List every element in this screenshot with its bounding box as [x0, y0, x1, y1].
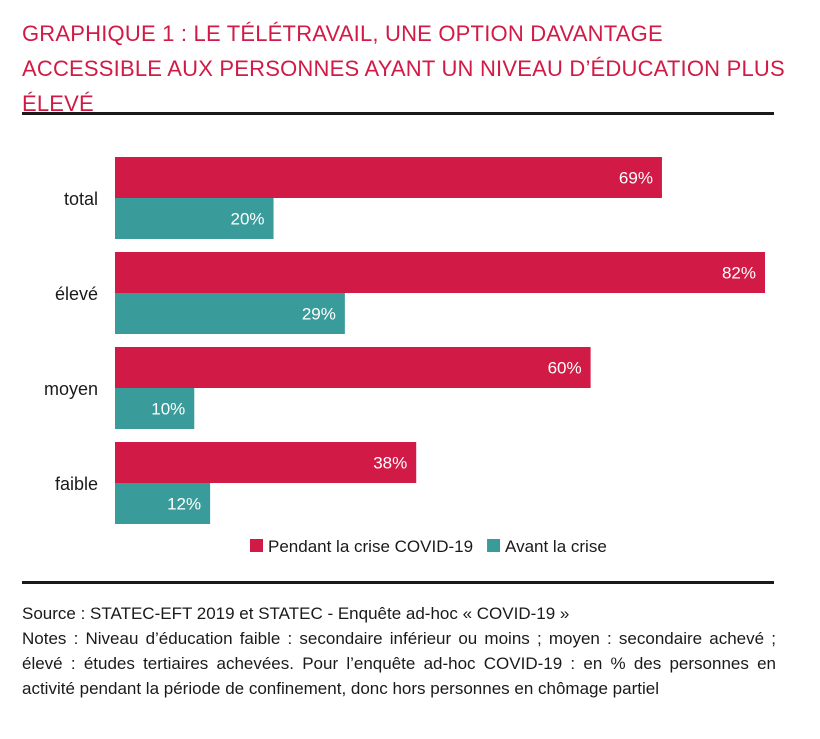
category-label-0: total: [64, 189, 98, 209]
bar-s1-3: [115, 483, 211, 524]
data-label-s0-1: 82%: [722, 264, 756, 283]
category-label-2: moyen: [44, 379, 98, 399]
legend-label-0: Pendant la crise COVID-19: [268, 537, 473, 556]
bar-s1-0: [115, 198, 274, 239]
notes-block: Source : STATEC-EFT 2019 et STATEC - Enq…: [22, 601, 776, 701]
bar-chart: total 69% 20% élevé 82% 29% moyen 60% 10% faible 3…: [44, 157, 765, 556]
data-label-s0-3: 38%: [373, 454, 407, 473]
top-divider: [22, 112, 774, 115]
data-label-s1-2: 10%: [151, 400, 185, 419]
bar-s1-2: [115, 388, 195, 429]
category-label-3: faible: [55, 474, 98, 494]
bar-s1-1: [115, 293, 345, 334]
legend-swatch-1: [487, 539, 501, 552]
category-label-1: élevé: [55, 284, 98, 304]
bottom-divider: [22, 581, 774, 584]
data-label-s1-3: 12%: [167, 495, 201, 514]
data-label-s1-1: 29%: [302, 305, 336, 324]
source-text: Source : STATEC-EFT 2019 et STATEC - Enq…: [22, 604, 570, 623]
data-label-s1-0: 20%: [231, 210, 265, 229]
bar-s0-3: [115, 442, 417, 483]
notes-text: Notes : Niveau d’éducation faible : seco…: [22, 629, 776, 698]
legend-swatch-0: [250, 539, 263, 552]
bar-s0-0: [115, 157, 662, 198]
chart-title: GRAPHIQUE 1 : LE TÉLÉTRAVAIL, UNE OPTION…: [22, 21, 785, 116]
data-label-s0-0: 69%: [619, 169, 653, 188]
legend-label-1: Avant la crise: [505, 537, 607, 556]
data-label-s0-2: 60%: [548, 359, 582, 378]
bar-s0-2: [115, 347, 591, 388]
bar-s0-1: [115, 252, 765, 293]
